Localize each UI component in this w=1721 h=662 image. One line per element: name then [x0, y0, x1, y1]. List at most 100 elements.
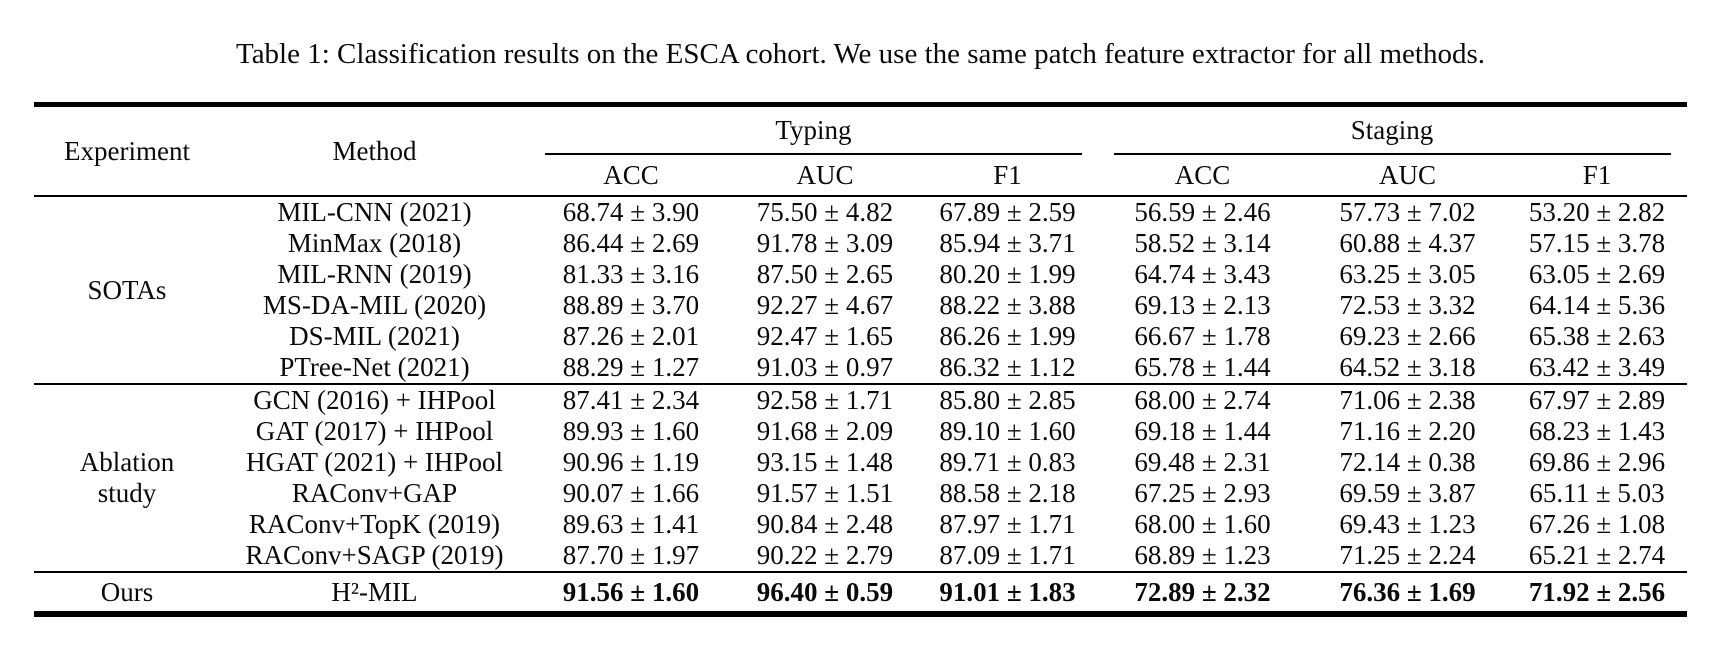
value-cell: 69.59 ± 3.87 — [1339, 478, 1476, 508]
group-ablation: Ablation study GCN (2016) + IHPool 87.41… — [34, 384, 1687, 572]
method-cell: MIL-RNN (2019) — [277, 259, 472, 289]
header-staging-f1: F1 — [1582, 160, 1612, 190]
value-cell: 92.47 ± 1.65 — [756, 321, 894, 351]
results-table: Experiment Method Typing Staging ACC AUC… — [34, 102, 1687, 617]
method-cell: MinMax (2018) — [287, 228, 462, 258]
value-cell: 72.14 ± 0.38 — [1339, 447, 1476, 477]
value-cell: 65.11 ± 5.03 — [1529, 478, 1665, 508]
method-cell: RAConv+SAGP (2019) — [245, 540, 504, 570]
value-cell: 88.22 ± 3.88 — [939, 290, 1076, 320]
value-cell: 91.68 ± 2.09 — [756, 416, 894, 446]
value-cell: 65.78 ± 1.44 — [1134, 352, 1271, 382]
header-method: Method — [332, 135, 417, 166]
method-cell: MS-DA-MIL (2020) — [262, 290, 487, 320]
value-cell: 69.43 ± 1.23 — [1339, 509, 1476, 539]
value-cell: 91.56 ± 1.60 — [562, 577, 700, 607]
value-cell: 92.58 ± 1.71 — [756, 385, 894, 415]
value-cell: 88.58 ± 2.18 — [939, 478, 1076, 508]
value-cell: 69.23 ± 2.66 — [1339, 321, 1476, 351]
value-cell: 68.23 ± 1.43 — [1528, 416, 1666, 446]
table-row: RAConv+SAGP (2019) 87.70 ± 1.97 90.22 ± … — [34, 540, 1686, 572]
table-row: SOTAs MIL-CNN (2021) 68.74 ± 3.90 75.50 … — [34, 196, 1686, 305]
method-cell: GCN (2016) + IHPool — [253, 385, 496, 415]
value-cell: 86.44 ± 2.69 — [562, 228, 700, 258]
table-row: MS-DA-MIL (2020) 88.89 ± 3.70 92.27 ± 4.… — [34, 290, 1686, 321]
group-sotas: SOTAs MIL-CNN (2021) 68.74 ± 3.90 75.50 … — [34, 196, 1687, 384]
value-cell: 63.25 ± 3.05 — [1339, 259, 1476, 289]
table-row: GAT (2017) + IHPool 89.93 ± 1.60 91.68 ±… — [34, 416, 1686, 447]
value-cell: 71.92 ± 2.56 — [1528, 577, 1666, 607]
value-cell: 87.97 ± 1.71 — [939, 509, 1076, 539]
value-cell: 81.33 ± 3.16 — [562, 259, 700, 289]
table-row: RAConv+TopK (2019) 89.63 ± 1.41 90.84 ± … — [34, 509, 1686, 540]
value-cell: 67.26 ± 1.08 — [1528, 509, 1666, 539]
value-cell: 69.13 ± 2.13 — [1134, 290, 1271, 320]
value-cell: 68.00 ± 2.74 — [1134, 385, 1271, 415]
value-cell: 72.53 ± 3.32 — [1339, 290, 1476, 320]
value-cell: 60.88 ± 4.37 — [1339, 228, 1476, 258]
header-staging-acc: ACC — [1174, 160, 1231, 190]
method-cell: DS-MIL (2021) — [289, 321, 460, 351]
value-cell: 71.16 ± 2.20 — [1339, 416, 1476, 446]
value-cell: 87.41 ± 2.34 — [562, 385, 700, 415]
table-row: Ablation study GCN (2016) + IHPool 87.41… — [34, 384, 1686, 508]
header-staging-label: Staging — [1350, 115, 1434, 145]
table-row: DS-MIL (2021) 87.26 ± 2.01 92.47 ± 1.65 … — [34, 321, 1686, 352]
table-header: Experiment Method Typing Staging ACC AUC… — [34, 105, 1687, 196]
method-cell: RAConv+GAP — [291, 478, 458, 508]
method-cell: RAConv+TopK (2019) — [248, 509, 501, 539]
header-experiment: Experiment — [63, 135, 190, 166]
header-typing-acc: ACC — [603, 160, 659, 190]
value-cell: 69.18 ± 1.44 — [1134, 416, 1271, 446]
value-cell: 76.36 ± 1.69 — [1339, 577, 1476, 607]
table-row: RAConv+GAP 90.07 ± 1.66 91.57 ± 1.51 88.… — [34, 478, 1686, 509]
value-cell: 68.00 ± 1.60 — [1134, 509, 1271, 539]
value-cell: 89.93 ± 1.60 — [562, 416, 700, 446]
value-cell: 91.78 ± 3.09 — [756, 228, 894, 258]
value-cell: 71.25 ± 2.24 — [1339, 540, 1476, 570]
experiment-cell: Ablation study — [34, 384, 219, 572]
value-cell: 69.86 ± 2.96 — [1528, 447, 1666, 477]
value-cell: 91.03 ± 0.97 — [756, 352, 894, 382]
value-cell: 80.20 ± 1.99 — [939, 259, 1076, 289]
value-cell: 86.32 ± 1.12 — [939, 352, 1076, 382]
value-cell: 68.89 ± 1.23 — [1134, 540, 1271, 570]
value-cell: 69.48 ± 2.31 — [1134, 447, 1271, 477]
table-caption: Table 1: Classification results on the E… — [236, 38, 1485, 70]
value-cell: 63.05 ± 2.69 — [1528, 259, 1666, 289]
method-cell: HGAT (2021) + IHPool — [245, 447, 503, 477]
value-cell: 89.10 ± 1.60 — [939, 416, 1076, 446]
experiment-label: SOTAs — [87, 274, 167, 305]
table-row: MinMax (2018) 86.44 ± 2.69 91.78 ± 3.09 … — [34, 228, 1686, 259]
value-cell: 71.06 ± 2.38 — [1339, 385, 1476, 415]
value-cell: 56.59 ± 2.46 — [1134, 197, 1271, 227]
value-cell: 87.50 ± 2.65 — [756, 259, 894, 289]
value-cell: 93.15 ± 1.48 — [756, 447, 894, 477]
header-group-typing: Typing — [529, 105, 1097, 155]
method-cell: GAT (2017) + IHPool — [255, 416, 494, 446]
value-cell: 85.94 ± 3.71 — [939, 228, 1076, 258]
value-cell: 89.63 ± 1.41 — [562, 509, 700, 539]
value-cell: 67.97 ± 2.89 — [1528, 385, 1666, 415]
header-staging-auc: AUC — [1378, 160, 1436, 190]
value-cell: 86.26 ± 1.99 — [939, 321, 1076, 351]
value-cell: 68.74 ± 3.90 — [562, 197, 700, 227]
value-cell: 64.14 ± 5.36 — [1528, 290, 1666, 320]
method-cell: MIL-CNN (2021) — [277, 197, 472, 227]
table-row: PTree-Net (2021) 88.29 ± 1.27 91.03 ± 0.… — [34, 352, 1686, 384]
value-cell: 88.29 ± 1.27 — [562, 352, 700, 382]
header-typing-label: Typing — [775, 115, 852, 145]
method-cell: PTree-Net (2021) — [279, 352, 470, 382]
value-cell: 57.15 ± 3.78 — [1528, 228, 1666, 258]
table-row: Ours H²-MIL 91.56 ± 1.60 96.40 ± 0.59 91… — [34, 572, 1686, 614]
value-cell: 53.20 ± 2.82 — [1528, 197, 1666, 227]
value-cell: 92.27 ± 4.67 — [756, 290, 894, 320]
method-cell: H²-MIL — [331, 577, 418, 607]
value-cell: 96.40 ± 0.59 — [756, 577, 894, 607]
table-row: HGAT (2021) + IHPool 90.96 ± 1.19 93.15 … — [34, 447, 1686, 478]
value-cell: 90.07 ± 1.66 — [562, 478, 700, 508]
value-cell: 67.25 ± 2.93 — [1134, 478, 1271, 508]
value-cell: 91.01 ± 1.83 — [939, 577, 1076, 607]
value-cell: 64.74 ± 3.43 — [1134, 259, 1271, 289]
